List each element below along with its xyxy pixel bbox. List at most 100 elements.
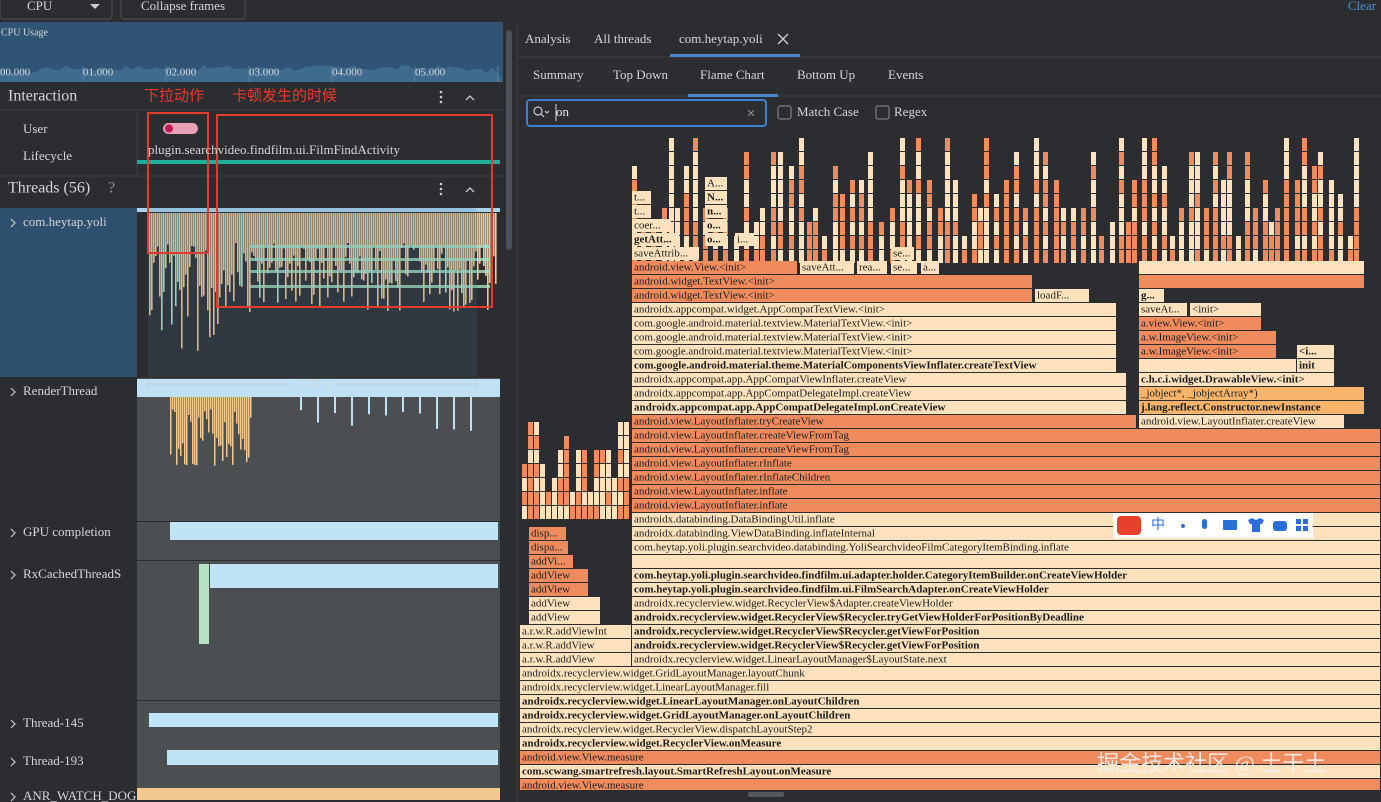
- flame-frame[interactable]: [778, 236, 783, 249]
- flame-frame[interactable]: [1152, 250, 1157, 263]
- flame-frame[interactable]: [1275, 208, 1280, 221]
- flame-frame[interactable]: [900, 166, 905, 179]
- flame-frame[interactable]: [1318, 236, 1323, 249]
- expand-arrow[interactable]: [10, 387, 16, 397]
- flame-frame[interactable]: [1295, 236, 1300, 249]
- flame-frame[interactable]: [612, 506, 617, 519]
- flame-frame[interactable]: [624, 450, 629, 463]
- flame-frame[interactable]: [693, 152, 698, 165]
- flame-frame[interactable]: [632, 555, 1380, 568]
- flame-frame[interactable]: [1354, 222, 1359, 235]
- flame-frame[interactable]: [1227, 208, 1232, 221]
- flame-frame[interactable]: [1329, 236, 1334, 249]
- flame-frame[interactable]: [558, 492, 563, 505]
- flame-frame[interactable]: androidx.recyclerview.widget.RecyclerVie…: [632, 625, 1380, 638]
- flame-frame[interactable]: [1275, 222, 1280, 235]
- flame-frame[interactable]: [799, 236, 804, 249]
- flame-frame[interactable]: [594, 506, 599, 519]
- flame-frame[interactable]: [799, 208, 804, 221]
- flame-frame[interactable]: [890, 222, 895, 235]
- flame-frame[interactable]: [771, 166, 776, 179]
- flame-frame[interactable]: [1014, 194, 1019, 207]
- flame-frame[interactable]: [1179, 222, 1184, 235]
- flame-frame[interactable]: [1338, 250, 1343, 263]
- flame-frame[interactable]: [833, 208, 838, 221]
- collapse-frames-label[interactable]: Collapse frames: [141, 0, 225, 13]
- flame-frame[interactable]: [1126, 250, 1131, 263]
- flame-frame[interactable]: A...: [705, 177, 727, 190]
- flame-frame[interactable]: [868, 166, 873, 179]
- flame-frame[interactable]: [760, 222, 765, 235]
- flame-frame[interactable]: [1004, 180, 1009, 193]
- flame-frame[interactable]: [927, 236, 932, 249]
- flame-frame[interactable]: [1295, 208, 1300, 221]
- flame-frame[interactable]: [1119, 208, 1124, 221]
- flame-frame[interactable]: [1329, 222, 1334, 235]
- flame-frame[interactable]: [1302, 208, 1307, 221]
- flame-frame[interactable]: [669, 152, 674, 165]
- flame-frame[interactable]: [1162, 222, 1167, 235]
- flame-frame[interactable]: [859, 236, 864, 249]
- flame-frame[interactable]: android.view.LayoutInflater.rInflateChil…: [632, 471, 1380, 484]
- flame-frame[interactable]: saveAt...: [1139, 303, 1187, 316]
- help-icon[interactable]: ?: [108, 180, 115, 197]
- flame-frame[interactable]: [1091, 236, 1096, 249]
- flame-frame[interactable]: [600, 478, 605, 491]
- flame-frame[interactable]: androidx.recyclerview.widget.RecyclerVie…: [520, 737, 1380, 750]
- flame-frame[interactable]: [1004, 194, 1009, 207]
- flame-frame[interactable]: [606, 492, 611, 505]
- flame-frame[interactable]: [1338, 236, 1343, 249]
- flame-frame[interactable]: [618, 436, 623, 449]
- flame-frame[interactable]: [799, 138, 804, 151]
- flame-frame[interactable]: [528, 422, 533, 435]
- flame-frame[interactable]: [1295, 222, 1300, 235]
- flame-frame[interactable]: [972, 222, 977, 235]
- flame-frame[interactable]: [1119, 152, 1124, 165]
- flame-frame[interactable]: com.google.android.material.textview.Mat…: [632, 317, 1116, 330]
- flame-frame[interactable]: [1142, 152, 1147, 165]
- flame-frame[interactable]: [1245, 166, 1250, 179]
- flame-frame[interactable]: [594, 492, 599, 505]
- flame-frame[interactable]: [1354, 138, 1359, 151]
- flame-frame[interactable]: [778, 194, 783, 207]
- flame-frame[interactable]: [833, 222, 838, 235]
- flame-frame[interactable]: [1081, 236, 1086, 249]
- flame-frame[interactable]: [618, 478, 623, 491]
- expand-arrow[interactable]: [10, 528, 16, 538]
- flame-frame[interactable]: [693, 236, 698, 249]
- flame-frame[interactable]: [900, 222, 905, 235]
- flame-frame[interactable]: android.widget.TextView.<init>: [632, 275, 1032, 288]
- flame-frame[interactable]: [1221, 222, 1226, 235]
- flame-frame[interactable]: [576, 464, 581, 477]
- flame-frame[interactable]: com.scwang.smartrefresh.layout.SmartRefr…: [520, 765, 1380, 778]
- subtab[interactable]: Summary: [533, 67, 584, 82]
- flame-frame[interactable]: [850, 222, 855, 235]
- flame-frame[interactable]: [1132, 194, 1137, 207]
- flame-frame[interactable]: [789, 194, 794, 207]
- flame-frame[interactable]: [916, 222, 921, 235]
- flame-frame[interactable]: [799, 194, 804, 207]
- flame-frame[interactable]: saveAtt...: [800, 261, 854, 274]
- flame-frame[interactable]: [1142, 236, 1147, 249]
- flame-frame[interactable]: [1110, 222, 1115, 235]
- flame-frame[interactable]: [771, 180, 776, 193]
- flame-frame[interactable]: [723, 250, 728, 263]
- flame-frame[interactable]: [522, 492, 527, 505]
- flame-frame[interactable]: [1302, 236, 1307, 249]
- flame-frame[interactable]: [1014, 250, 1019, 263]
- flame-frame[interactable]: [945, 166, 950, 179]
- flame-frame[interactable]: [534, 436, 539, 449]
- flame-frame[interactable]: [528, 478, 533, 491]
- flame-frame[interactable]: [1091, 152, 1096, 165]
- flame-frame[interactable]: [1023, 250, 1028, 263]
- flame-frame[interactable]: [1312, 180, 1317, 193]
- flame-frame[interactable]: [1227, 152, 1232, 165]
- flame-frame[interactable]: [927, 250, 932, 263]
- flame-frame[interactable]: [1348, 250, 1353, 263]
- flame-frame[interactable]: <init>: [1190, 303, 1261, 316]
- flame-frame[interactable]: androidx.recyclerview.widget.RecyclerVie…: [632, 639, 1380, 652]
- flame-frame[interactable]: [1034, 152, 1039, 165]
- flame-frame[interactable]: [1204, 236, 1209, 249]
- flame-frame[interactable]: [984, 208, 989, 221]
- flame-frame[interactable]: [833, 236, 838, 249]
